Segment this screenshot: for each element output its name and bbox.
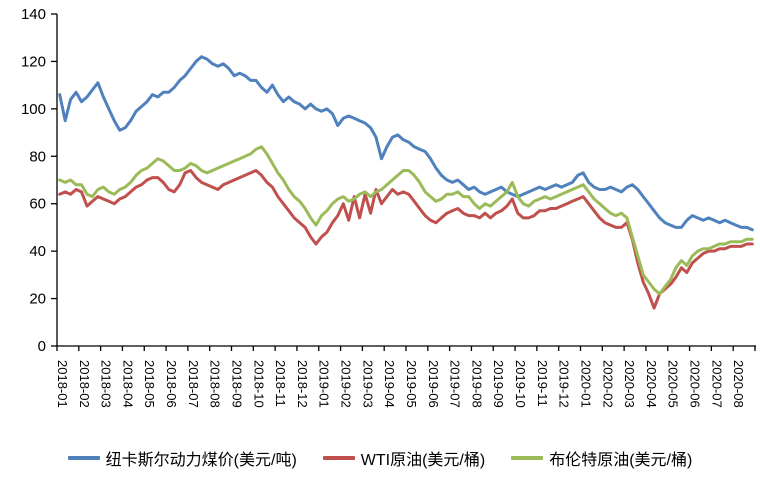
wti-legend-label: WTI原油(美元/桶) bbox=[360, 452, 486, 469]
x-tick-label: 2018-06 bbox=[164, 360, 179, 408]
x-tick-label: 2019-04 bbox=[382, 360, 397, 408]
brent-crude-line bbox=[58, 145, 754, 296]
x-tick-label: 2018-05 bbox=[142, 360, 157, 408]
x-tick-label: 2020-02 bbox=[600, 360, 615, 408]
x-tick-label: 2019-09 bbox=[491, 360, 506, 408]
x-tick-label: 2019-11 bbox=[535, 360, 550, 407]
y-tick-label: 20 bbox=[29, 291, 46, 308]
x-tick-label: 2020-01 bbox=[578, 360, 593, 408]
y-tick-label: 100 bbox=[21, 101, 46, 118]
legend: 纽卡斯尔动力煤价(美元/吨) WTI原油(美元/桶) 布伦特原油(美元/桶) bbox=[0, 442, 760, 474]
x-tick-label: 2018-02 bbox=[77, 360, 92, 408]
x-tick-label: 2019-12 bbox=[557, 360, 572, 408]
wti-line-swatch bbox=[322, 456, 355, 460]
x-tick-label: 2020-05 bbox=[666, 360, 681, 408]
newcastle-coal-price-line bbox=[58, 55, 754, 232]
x-tick-label: 2020-04 bbox=[644, 360, 659, 408]
newcastle-coal-legend-label: 纽卡斯尔动力煤价(美元/吨) bbox=[105, 452, 297, 469]
newcastle-coal-line-swatch bbox=[67, 456, 100, 460]
legend-item-brent: 布伦特原油(美元/桶) bbox=[511, 446, 692, 470]
x-tick-label: 2019-03 bbox=[360, 360, 375, 408]
x-tick-label: 2019-08 bbox=[469, 360, 484, 408]
x-tick-label: 2019-01 bbox=[317, 360, 332, 408]
x-tick-label: 2018-03 bbox=[99, 360, 114, 408]
legend-item-newcastle-coal: 纽卡斯尔动力煤价(美元/吨) bbox=[67, 446, 297, 470]
x-tick-label: 2019-10 bbox=[513, 360, 528, 408]
x-tick-label: 2018-11 bbox=[273, 360, 288, 407]
x-tick-label: 2018-12 bbox=[295, 360, 310, 408]
x-tick-label: 2020-03 bbox=[622, 360, 637, 408]
x-tick-label: 2018-04 bbox=[120, 360, 135, 408]
legend-item-wti: WTI原油(美元/桶) bbox=[322, 446, 486, 470]
x-tick-label: 2020-06 bbox=[688, 360, 703, 408]
x-tick-label: 2018-10 bbox=[251, 360, 266, 408]
x-tick-label: 2018-09 bbox=[229, 360, 244, 408]
x-tick-label: 2020-07 bbox=[709, 360, 724, 408]
line-chart-plot: 0 20 40 60 80 100 120 140 2018-01 2018-02 2018-03 2… bbox=[21, 6, 756, 408]
brent-line-swatch bbox=[511, 456, 544, 460]
y-tick-label: 60 bbox=[29, 196, 46, 213]
x-tick-label: 2018-01 bbox=[55, 360, 70, 408]
wti-crude-line bbox=[58, 169, 754, 310]
y-tick-label: 40 bbox=[29, 243, 46, 260]
x-tick-label: 2018-07 bbox=[186, 360, 201, 408]
brent-legend-label: 布伦特原油(美元/桶) bbox=[549, 452, 693, 469]
y-tick-label: 80 bbox=[29, 148, 46, 165]
x-tick-label: 2019-05 bbox=[404, 360, 419, 408]
x-tick-label: 2018-08 bbox=[208, 360, 223, 408]
x-tick-label: 2019-07 bbox=[448, 360, 463, 408]
y-tick-label: 120 bbox=[21, 53, 46, 70]
y-tick-label: 140 bbox=[21, 6, 46, 23]
x-tick-label: 2019-02 bbox=[339, 360, 354, 408]
x-tick-label: 2020-08 bbox=[731, 360, 746, 408]
x-tick-label: 2019-06 bbox=[426, 360, 441, 408]
y-tick-label: 0 bbox=[38, 338, 46, 355]
